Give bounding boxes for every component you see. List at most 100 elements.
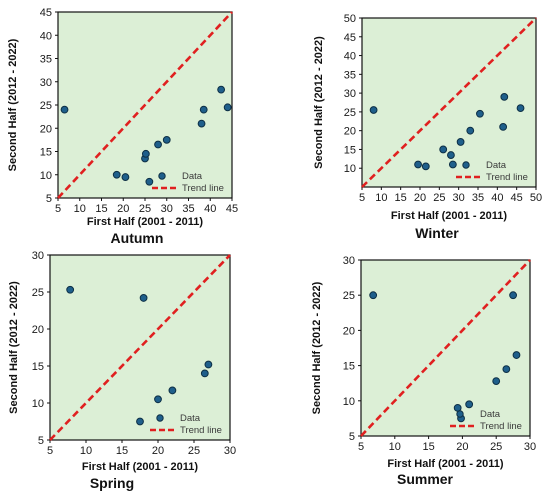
y-tick-label: 5 (38, 435, 44, 447)
y-tick-label: 50 (344, 13, 356, 25)
x-tick-label: 50 (530, 192, 542, 204)
y-tick-label: 5 (349, 431, 355, 443)
y-tick-label: 45 (40, 7, 52, 19)
x-tick-label: 20 (152, 445, 164, 457)
data-point (476, 109, 484, 118)
x-tick-label: 15 (116, 445, 128, 457)
data-point (199, 105, 208, 114)
data-point (154, 140, 162, 149)
y-axis-title: Second Half (2012 - 2022) (313, 36, 325, 169)
y-tick-label: 15 (344, 144, 356, 156)
data-point (512, 351, 521, 359)
trend-line (360, 259, 531, 437)
data-point (439, 145, 448, 154)
y-tick-label: 15 (32, 361, 44, 373)
x-tick-label: 20 (117, 203, 129, 215)
y-tick-label: 20 (40, 123, 52, 135)
x-tick-label: 5 (47, 445, 53, 457)
x-tick-label: 10 (389, 441, 401, 453)
data-point (516, 104, 525, 113)
y-tick-label: 15 (343, 361, 355, 373)
y-tick-label: 40 (40, 30, 52, 42)
data-point (204, 360, 213, 369)
data-point (456, 138, 465, 146)
data-point (136, 417, 144, 426)
x-tick-label: 5 (55, 203, 61, 215)
y-tick-label: 40 (344, 51, 356, 63)
chart-title: Winter (415, 225, 459, 241)
y-tick-label: 10 (343, 396, 355, 408)
y-tick-label: 10 (40, 170, 52, 182)
data-point (500, 92, 509, 101)
data-point (448, 160, 457, 169)
x-tick-label: 45 (511, 192, 523, 204)
x-tick-label: 20 (456, 441, 468, 453)
y-tick-label: 20 (32, 324, 44, 336)
y-tick-label: 25 (32, 287, 44, 299)
x-axis-title: First Half (2001 - 2011) (82, 461, 199, 473)
x-tick-label: 10 (74, 203, 86, 215)
y-tick-label: 35 (344, 69, 356, 81)
x-tick-label: 20 (414, 192, 426, 204)
data-point (465, 400, 474, 409)
y-tick-label: 30 (40, 77, 52, 89)
x-tick-label: 30 (224, 445, 236, 457)
data-point (447, 151, 455, 159)
legend-trend-label: Trend line (480, 421, 522, 432)
data-point (112, 170, 121, 179)
y-tick-label: 15 (40, 147, 52, 159)
y-tick-label: 45 (344, 32, 356, 44)
chart-panel-autumn: 5 10 15 20 25 30 35 40 4551015202530354045DataTr… (7, 7, 238, 246)
legend-data-label: Data (182, 171, 203, 182)
chart-title: Spring (90, 475, 134, 491)
x-axis-title: First Half (2001 - 2011) (387, 458, 504, 470)
data-point (121, 173, 130, 181)
legend-data-marker (456, 410, 464, 418)
x-tick-label: 30 (161, 203, 173, 215)
x-tick-label: 15 (395, 192, 407, 204)
x-tick-label: 25 (188, 445, 200, 457)
y-tick-label: 30 (344, 88, 356, 100)
y-tick-label: 25 (343, 290, 355, 302)
legend-data-label: Data (480, 409, 501, 420)
chart-title: Autumn (111, 230, 164, 246)
trend-line (361, 17, 537, 188)
trend-line (49, 254, 231, 441)
data-point (139, 294, 148, 302)
x-axis-title: First Half (2001 - 2011) (391, 210, 508, 222)
x-tick-label: 15 (95, 203, 107, 215)
data-point (509, 291, 517, 300)
data-point (168, 386, 177, 395)
data-point (141, 149, 150, 158)
y-tick-label: 20 (343, 325, 355, 337)
y-axis-title: Second Half (2012 - 2022) (8, 281, 20, 414)
legend-data-marker (156, 414, 164, 422)
x-tick-label: 15 (422, 441, 434, 453)
y-tick-label: 30 (343, 255, 355, 267)
legend-data-marker (462, 161, 470, 169)
data-point (421, 162, 430, 171)
data-point (200, 369, 209, 378)
y-tick-label: 30 (32, 250, 44, 262)
y-tick-label: 25 (40, 100, 52, 112)
x-tick-label: 45 (226, 203, 238, 215)
data-point (66, 285, 75, 294)
x-tick-label: 35 (182, 203, 194, 215)
data-point (414, 160, 422, 169)
legend-trend-label: Trend line (182, 183, 224, 194)
legend-trend-label: Trend line (180, 425, 222, 436)
y-tick-label: 35 (40, 54, 52, 66)
y-tick-label: 5 (46, 193, 52, 205)
legend-data-label: Data (180, 413, 201, 424)
x-tick-label: 40 (204, 203, 216, 215)
x-tick-label: 35 (472, 192, 484, 204)
x-tick-label: 10 (80, 445, 92, 457)
data-point (60, 105, 69, 114)
x-tick-label: 25 (433, 192, 445, 204)
data-point (217, 85, 226, 94)
